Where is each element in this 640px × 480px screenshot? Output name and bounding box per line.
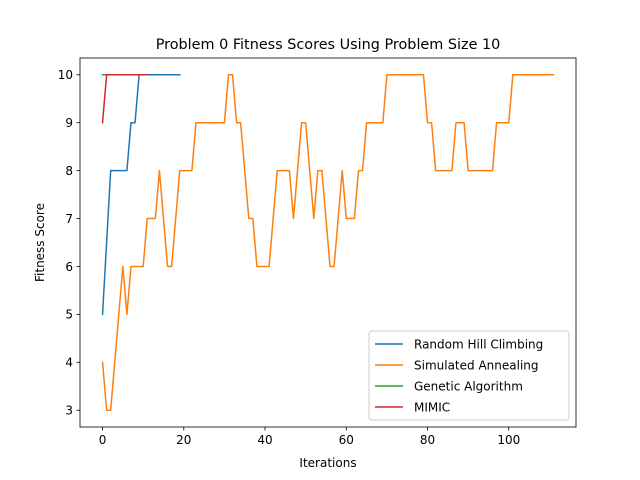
legend: Random Hill Climbing Simulated Annealing G… bbox=[368, 330, 570, 421]
x-tick-label: 80 bbox=[420, 433, 435, 447]
legend-label-0: Random Hill Climbing bbox=[414, 337, 543, 351]
chart-title: Problem 0 Fitness Scores Using Problem S… bbox=[156, 37, 501, 53]
legend-label-1: Simulated Annealing bbox=[414, 358, 539, 372]
y-tick-label: 5 bbox=[65, 308, 73, 322]
x-axis-label: Iterations bbox=[299, 456, 356, 470]
legend-label-3: MIMIC bbox=[414, 400, 450, 414]
y-axis-label: Fitness Score bbox=[33, 203, 47, 282]
legend-box bbox=[368, 330, 570, 421]
plot-area-frame bbox=[79, 57, 577, 428]
y-tick-label: 3 bbox=[65, 404, 73, 418]
y-axis: 3 4 5 6 7 8 9 10 bbox=[58, 68, 80, 418]
y-tick-label: 7 bbox=[65, 212, 73, 226]
series-line-3 bbox=[101, 74, 148, 124]
x-tick-label: 100 bbox=[497, 433, 520, 447]
x-tick-label: 40 bbox=[257, 433, 272, 447]
series-line-1 bbox=[101, 74, 555, 411]
y-tick-label: 9 bbox=[65, 116, 73, 130]
x-tick-label: 0 bbox=[99, 433, 107, 447]
x-axis: 0 20 40 60 80 100 bbox=[99, 427, 520, 447]
y-tick-label: 4 bbox=[65, 356, 73, 370]
series-layer bbox=[101, 74, 555, 411]
y-tick-label: 10 bbox=[58, 68, 73, 82]
x-tick-label: 60 bbox=[339, 433, 354, 447]
x-tick-label: 20 bbox=[176, 433, 191, 447]
y-tick-label: 8 bbox=[65, 164, 73, 178]
legend-label-2: Genetic Algorithm bbox=[414, 379, 523, 393]
y-tick-label: 6 bbox=[65, 260, 73, 274]
